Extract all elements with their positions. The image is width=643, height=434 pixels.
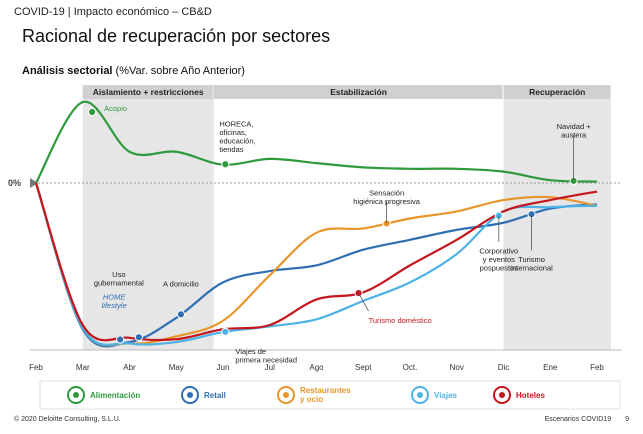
- annotation-stem-7: [358, 292, 369, 312]
- page-title: Racional de recuperación por sectores: [22, 26, 331, 46]
- annotation-label-4: A domicilio: [163, 279, 199, 288]
- legend-item-2: Restaurantes y ocio: [277, 386, 351, 404]
- phase-header-2: [503, 85, 611, 99]
- legend-item-0: Alimentación: [67, 386, 140, 404]
- x-tick-label-4: Jun: [217, 363, 230, 372]
- annotation-label-2: Uso gubernamental: [94, 270, 144, 288]
- series-line-4: [34, 182, 598, 342]
- breadcrumb: COVID-19 | Impacto económico – CB&D: [14, 6, 212, 18]
- x-tick-label-7: Sept: [355, 363, 372, 372]
- legend-label-0: Alimentación: [90, 391, 140, 400]
- legend-label-1: Retail: [204, 391, 226, 400]
- phase-band-0: [82, 85, 214, 350]
- subtitle-bold: Análisis sectorial: [22, 65, 113, 77]
- legend-item-1: Retail: [181, 386, 226, 404]
- annotation-marker-3: [116, 335, 125, 344]
- annotation-marker-0: [88, 107, 97, 117]
- annotation-marker-2: [134, 333, 143, 342]
- annotation-label-7: Turismo doméstico: [369, 316, 432, 325]
- phase-label-1: Estabilización: [330, 87, 387, 97]
- annotation-label-9: Navidad + austera: [557, 122, 592, 140]
- legend-item-4: Hoteles: [493, 386, 545, 404]
- phase-header-1: [213, 85, 503, 99]
- legend-frame: [39, 380, 621, 410]
- legend-label-2: Restaurantes y ocio: [300, 386, 351, 404]
- series-line-1: [34, 182, 598, 348]
- annotation-marker-4: [176, 310, 186, 319]
- cutlery-icon-glyph: [283, 392, 289, 398]
- legend-item-3: Viajes: [411, 386, 458, 404]
- footer-right: Escenarios COVID19 9: [545, 416, 629, 423]
- annotation-label-6: Viajes de primera necesidad: [235, 347, 297, 365]
- x-tick-label-5: Jul: [265, 363, 275, 372]
- footer-copyright: © 2020 Deloitte Consulting, S.L.U.: [14, 416, 121, 423]
- x-tick-label-11: Ene: [543, 363, 558, 372]
- subtitle-rest: (%Var. sobre Año Anterior): [112, 65, 245, 77]
- annotation-label-5: Sensación higiénica progresiva: [353, 188, 421, 206]
- legend-label-3: Viajes: [434, 391, 458, 400]
- footer-deck: Escenarios COVID19: [544, 416, 612, 423]
- annotation-label-8: Corporativo y eventos pospuestos: [479, 247, 518, 273]
- phase-label-2: Recuperación: [529, 87, 585, 97]
- bed-icon-glyph: [499, 392, 505, 398]
- phase-header-0: [82, 85, 213, 99]
- legend-label-4: Hoteles: [516, 391, 545, 400]
- plane-icon-glyph: [417, 392, 423, 398]
- x-tick-label-9: Nov: [450, 363, 464, 372]
- annotation-label-3: HOME lifestyle: [102, 292, 127, 310]
- tag-icon-glyph: [187, 392, 193, 398]
- x-tick-label-2: Abr: [123, 363, 136, 372]
- annotation-marker-1: [221, 160, 230, 169]
- annotation-marker-6: [221, 327, 230, 336]
- zero-label: 0%: [8, 178, 21, 188]
- x-tick-label-8: Oct.: [403, 363, 418, 372]
- chart-subtitle: Análisis sectorial (%Var. sobre Año Ante…: [22, 65, 245, 77]
- basket-icon-glyph: [73, 392, 79, 398]
- annotation-label-1: HORECA, oficinas, educación, tiendas: [219, 119, 255, 154]
- x-tick-label-6: Ago: [309, 363, 324, 372]
- x-tick-label-3: May: [169, 363, 184, 372]
- series-line-0: [35, 100, 598, 184]
- phase-label-0: Aislamiento + restricciones: [93, 87, 204, 97]
- x-tick-label-10: Dic: [498, 363, 510, 372]
- x-tick-label-12: Feb: [590, 363, 604, 372]
- x-tick-label-1: Mar: [76, 363, 90, 372]
- footer-page: 9: [625, 416, 629, 423]
- zero-marker: [30, 178, 38, 188]
- x-tick-label-0: Feb: [29, 363, 43, 372]
- annotation-label-0: Acopio: [104, 104, 127, 113]
- annotation-label-10: Turismo internacional: [510, 255, 553, 273]
